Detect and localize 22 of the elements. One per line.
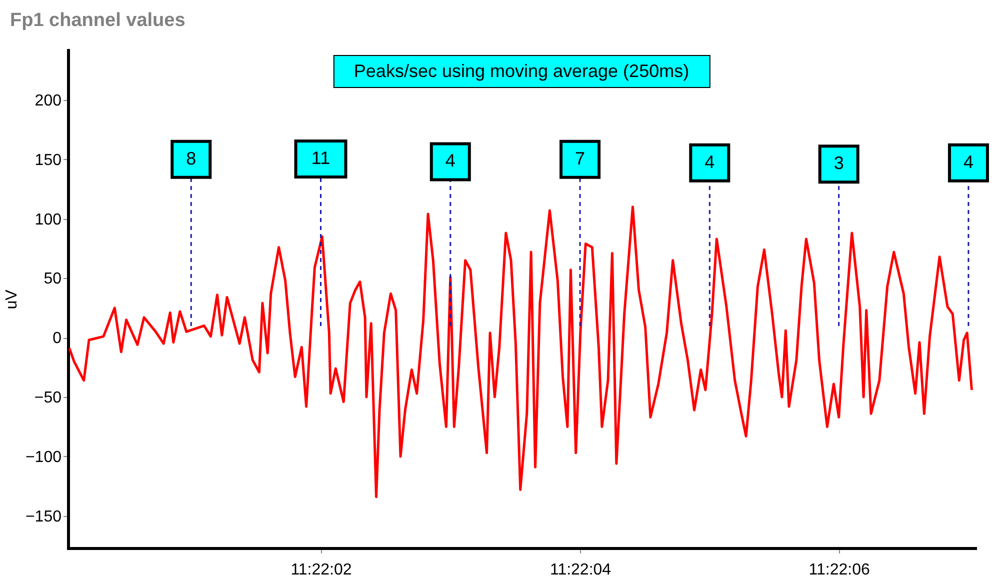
annotation: 4 <box>704 152 715 172</box>
y-tick-label: 150 <box>34 152 62 169</box>
note-box: Peaks/sec using moving average (250ms) <box>332 55 710 88</box>
y-tick-label: −100 <box>25 448 62 466</box>
chart-title: Fp1 channel values <box>10 10 186 31</box>
x-tick-label: 11:22:02 <box>290 562 352 578</box>
y-tick-label: 0 <box>52 330 62 348</box>
y-tick-label: −50 <box>34 390 62 407</box>
y-tick-label: 100 <box>34 211 62 228</box>
line-series <box>68 206 973 498</box>
y-tick-label: 50 <box>44 270 62 288</box>
annotation: 3 <box>834 153 844 174</box>
y-tick-label: 200 <box>34 92 62 110</box>
y-tick-label: −150 <box>25 508 62 526</box>
annotation: 11 <box>311 148 330 168</box>
annotation: 4 <box>445 150 456 171</box>
annotation: 7 <box>575 148 586 168</box>
x-tick-label: 11:22:04 <box>550 562 612 578</box>
annotation: 4 <box>963 152 974 172</box>
annotation: 8 <box>186 148 196 168</box>
y-axis-title: uV <box>3 289 20 310</box>
x-tick-label: 11:22:06 <box>808 562 870 578</box>
